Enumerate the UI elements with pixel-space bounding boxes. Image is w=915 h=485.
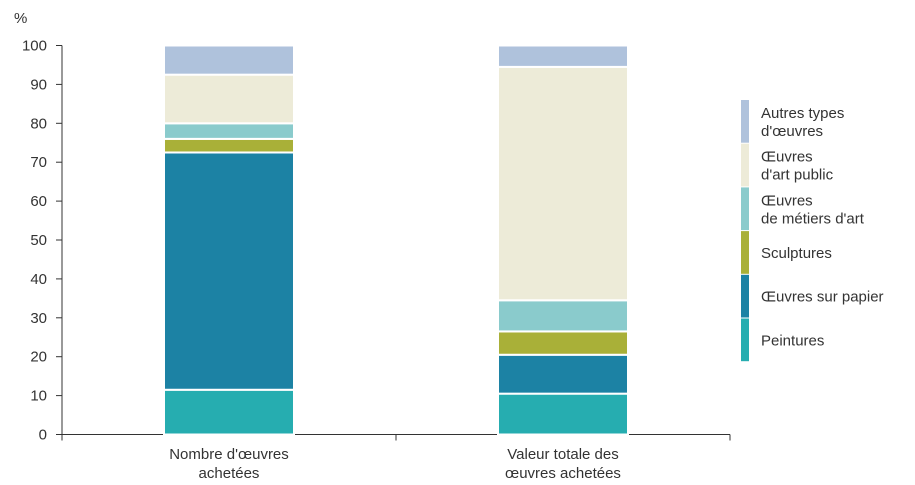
y-tick-label: 70 — [30, 154, 47, 171]
y-tick-label: 10 — [30, 388, 47, 405]
y-axis: 0 10 20 30 40 50 60 70 80 90 100 — [22, 38, 63, 444]
bar-segment — [497, 44, 629, 68]
bars — [163, 44, 629, 436]
bar-segment — [163, 137, 295, 154]
bar-segment — [163, 73, 295, 125]
legend-label: Œuvres d'art public — [761, 149, 834, 184]
x-axis: Nombre d'œuvres achetées Valeur totale des… — [61, 434, 731, 482]
legend-swatch — [741, 318, 749, 362]
y-tick-label: 90 — [30, 76, 47, 93]
y-tick-label: 80 — [30, 115, 47, 132]
legend-swatch — [741, 231, 749, 274]
legend-swatch — [741, 100, 749, 143]
bar-segment — [497, 353, 629, 395]
y-tick-label: 20 — [30, 349, 47, 366]
bar-segment — [497, 299, 629, 333]
y-tick-label: 30 — [30, 310, 47, 327]
y-tick-label: 60 — [30, 193, 47, 210]
legend-label: Œuvres sur papier — [761, 289, 884, 306]
x-category-label: Valeur totale des œuvres achetées — [505, 446, 621, 482]
y-tick-label: 100 — [22, 38, 47, 55]
bar-segment — [497, 330, 629, 356]
bar-segment — [497, 392, 629, 436]
y-tick-label: 50 — [30, 232, 47, 249]
bar-segment — [163, 388, 295, 436]
legend: Autres types d'œuvres Œuvres d'art public Œu… — [741, 100, 884, 362]
bar-segment — [497, 65, 629, 302]
legend-swatch — [741, 187, 749, 231]
bar-segment — [163, 44, 295, 76]
bar-segment — [163, 151, 295, 391]
legend-swatch — [741, 274, 749, 318]
legend-label: Œuvres de métiers d'art — [761, 192, 865, 227]
y-tick-label: 40 — [30, 271, 47, 288]
bar-segment — [163, 122, 295, 140]
y-tick-label: 0 — [39, 427, 47, 444]
legend-label: Peintures — [761, 332, 824, 349]
x-category-label: Nombre d'œuvres achetées — [169, 446, 289, 482]
legend-swatch — [741, 143, 749, 187]
legend-label: Sculptures — [761, 245, 832, 262]
y-axis-unit-label: % — [14, 10, 27, 27]
legend-label: Autres types d'œuvres — [761, 105, 844, 140]
